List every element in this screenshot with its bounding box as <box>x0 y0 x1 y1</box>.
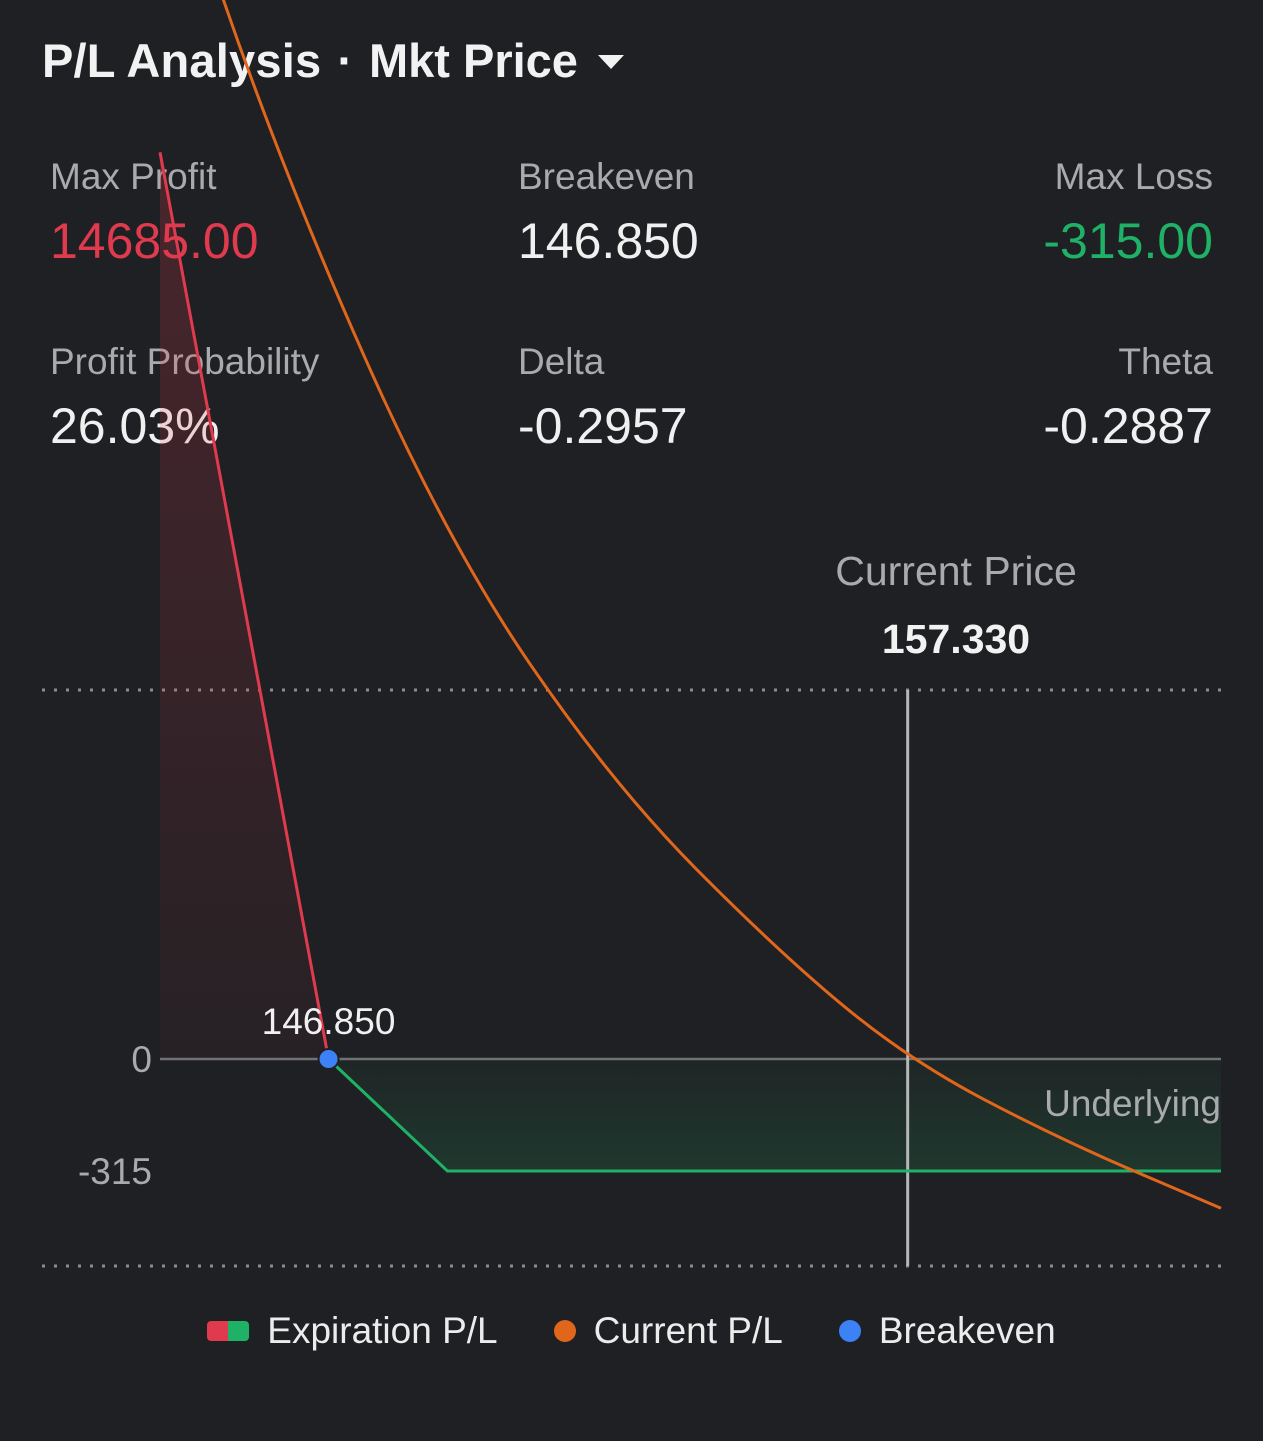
current-price-value: 157.330 <box>881 616 1031 662</box>
stat-max-loss: Max Loss -315.00 <box>793 156 1213 270</box>
legend-item-current[interactable]: Current P/L <box>553 1310 783 1352</box>
legend-current-label: Current P/L <box>593 1310 783 1351</box>
stat-profit-probability: Profit Probability 26.03% <box>50 341 470 455</box>
profit-probability-value: 26.03% <box>50 398 220 454</box>
theta-value: -0.2887 <box>1043 398 1213 454</box>
breakeven-point <box>317 1048 340 1070</box>
mode-selector[interactable]: P/L Analysis · Mkt Price <box>42 30 624 90</box>
legend-item-breakeven[interactable]: Breakeven <box>838 1310 1056 1352</box>
expiration-swatch-icon <box>207 1321 250 1341</box>
legend-item-expiration[interactable]: Expiration P/L <box>207 1310 498 1352</box>
y-tick-max-loss: -315 <box>78 1151 152 1192</box>
profit-probability-label: Profit Probability <box>50 341 320 382</box>
price-mode-label: Mkt Price <box>368 33 578 87</box>
expiration-pl-profit-line <box>158 152 330 1060</box>
expiration-loss-area <box>328 1059 1221 1171</box>
title-separator: · <box>337 33 353 87</box>
theta-label: Theta <box>1118 341 1213 382</box>
max-loss-value: -315.00 <box>1043 213 1213 269</box>
max-profit-value: 14685.00 <box>50 213 259 269</box>
caret-down-icon <box>597 55 624 69</box>
expiration-profit-area <box>160 152 329 1060</box>
max-loss-label: Max Loss <box>1054 156 1213 197</box>
y-tick-zero: 0 <box>131 1039 152 1080</box>
max-profit-label: Max Profit <box>50 156 217 197</box>
page-title: P/L Analysis <box>42 33 322 87</box>
chart-legend: Expiration P/L Current P/L Breakeven <box>0 1310 1263 1352</box>
breakeven-point-label: 146.850 <box>262 1001 396 1042</box>
expiration-pl-loss-line <box>327 1057 1221 1173</box>
x-axis-label: Underlying <box>1044 1083 1221 1124</box>
legend-expiration-label: Expiration P/L <box>267 1310 498 1351</box>
stat-max-profit: Max Profit 14685.00 <box>50 156 470 270</box>
stat-theta: Theta -0.2887 <box>793 341 1213 455</box>
legend-breakeven-label: Breakeven <box>878 1310 1056 1351</box>
breakeven-dot-icon <box>838 1320 861 1342</box>
current-dot-icon <box>553 1320 576 1342</box>
current-price-label: Current Price <box>835 548 1077 594</box>
